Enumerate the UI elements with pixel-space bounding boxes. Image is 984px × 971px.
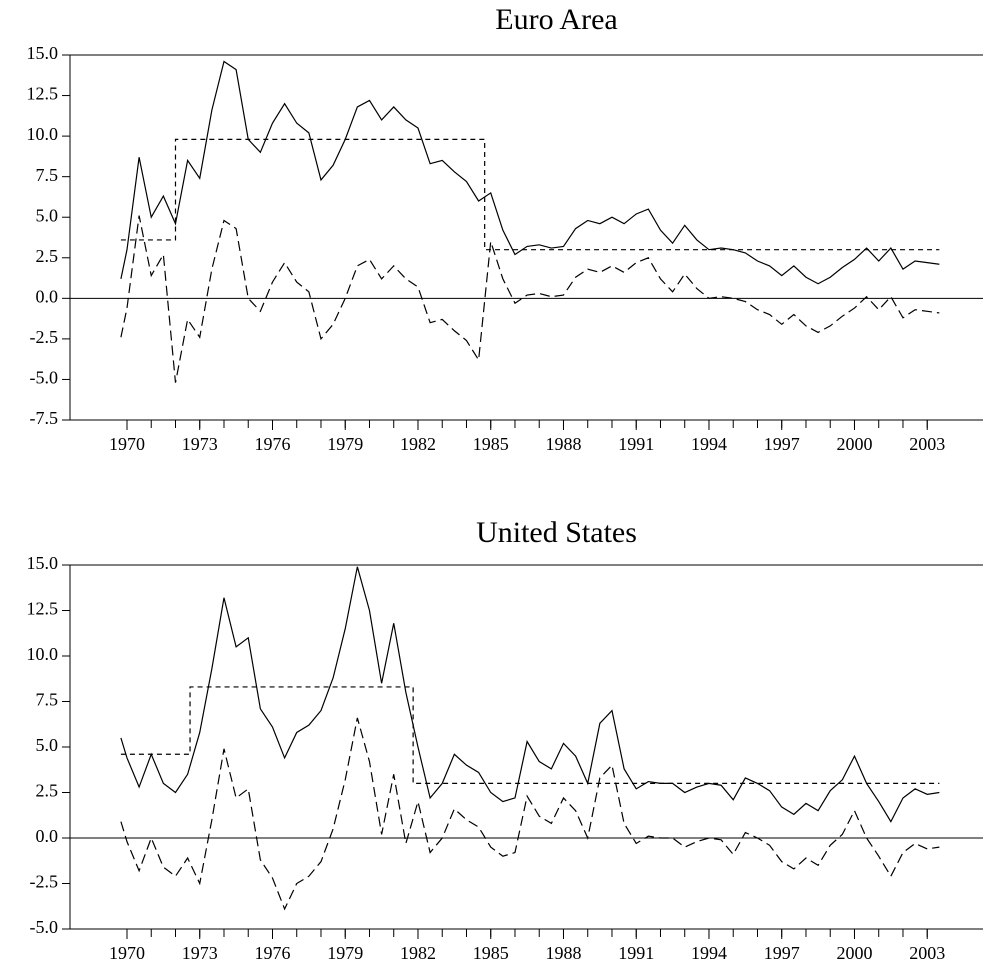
x-tick-label: 1991 [618, 434, 654, 454]
x-tick-label: 1982 [400, 434, 436, 454]
x-tick-label: 2003 [909, 943, 945, 963]
x-tick-label: 1970 [109, 434, 145, 454]
x-tick-label: 1970 [109, 943, 145, 963]
series-line [120, 566, 940, 823]
x-tick-label: 1979 [327, 434, 363, 454]
y-tick-label: 0.0 [36, 286, 59, 306]
x-tick-label: 1997 [764, 434, 800, 454]
y-tick-label: 12.5 [27, 84, 59, 104]
x-tick-label: 1994 [691, 943, 727, 963]
series-line [120, 717, 940, 911]
x-tick-label: 1991 [618, 943, 654, 963]
series-line [120, 138, 940, 251]
x-tick-label: 1985 [473, 434, 509, 454]
y-tick-label: 2.5 [36, 781, 59, 801]
y-tick-label: 2.5 [36, 246, 59, 266]
y-tick-label: 7.5 [36, 690, 59, 710]
x-tick-label: 1982 [400, 943, 436, 963]
y-tick-label: 15.0 [27, 43, 59, 63]
x-tick-label: 1979 [327, 943, 363, 963]
x-tick-label: 1988 [545, 943, 581, 963]
chart-title: United States [476, 516, 637, 549]
y-tick-label: 5.0 [36, 205, 59, 225]
x-tick-label: 2000 [836, 434, 872, 454]
x-tick-label: 1976 [254, 434, 290, 454]
y-tick-label: -5.0 [30, 368, 59, 388]
x-tick-label: 1988 [545, 434, 581, 454]
x-tick-label: 2000 [836, 943, 872, 963]
series-line [120, 686, 940, 784]
x-tick-label: 1976 [254, 943, 290, 963]
y-tick-label: 12.5 [27, 599, 59, 619]
x-tick-label: 1973 [182, 434, 218, 454]
chart-title: Euro Area [495, 3, 617, 36]
y-tick-label: 0.0 [36, 826, 59, 846]
y-tick-label: 10.0 [27, 644, 59, 664]
y-tick-label: 15.0 [27, 553, 59, 573]
y-tick-label: 10.0 [27, 124, 59, 144]
x-tick-label: 1997 [764, 943, 800, 963]
y-tick-label: -7.5 [30, 408, 59, 428]
x-tick-label: 1994 [691, 434, 727, 454]
x-tick-label: 2003 [909, 434, 945, 454]
y-tick-label: 5.0 [36, 735, 59, 755]
x-tick-label: 1973 [182, 943, 218, 963]
y-tick-label: -2.5 [30, 327, 59, 347]
series-line [120, 215, 940, 383]
x-tick-label: 1985 [473, 943, 509, 963]
series-line [120, 60, 940, 285]
y-tick-label: -5.0 [30, 917, 59, 937]
y-tick-label: -2.5 [30, 872, 59, 892]
y-tick-label: 7.5 [36, 165, 59, 185]
